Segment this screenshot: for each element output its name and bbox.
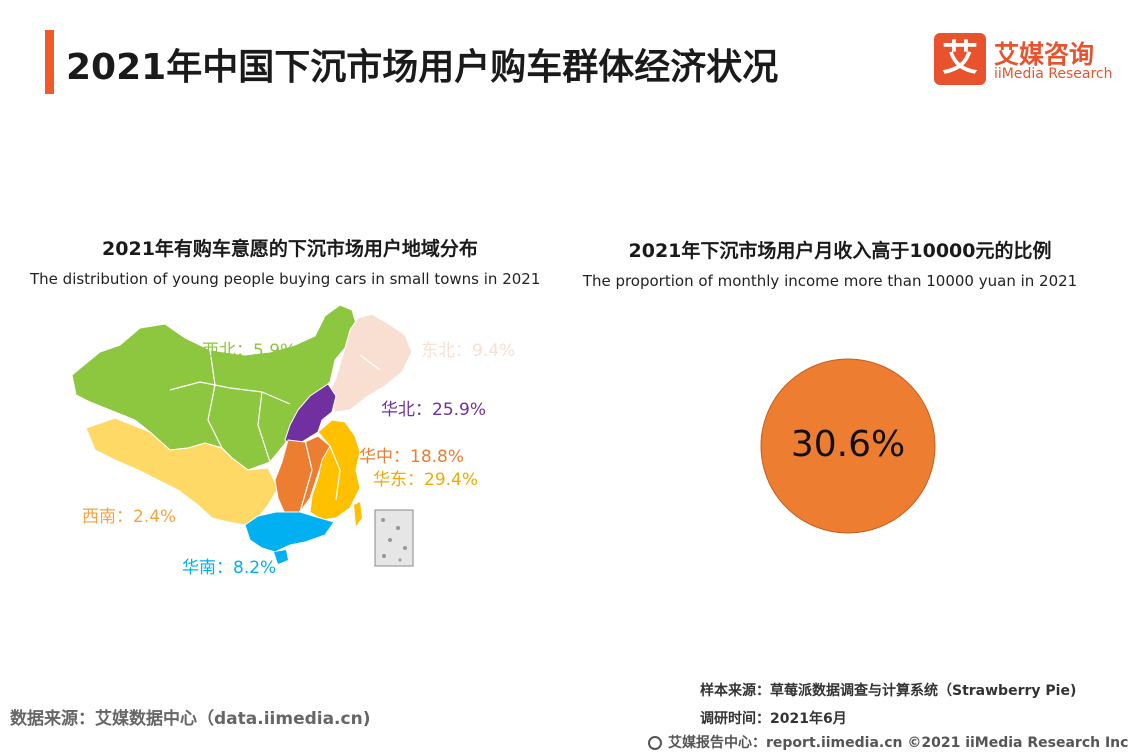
logo-box: [934, 33, 986, 85]
logo-glyph: 艾: [941, 38, 978, 79]
map-region-southwest: [85, 417, 279, 526]
map-region-east-taiwan: [354, 502, 362, 526]
map-region-east: [309, 419, 361, 521]
data-source: 数据来源：艾媒数据中心（data.iimedia.cn): [10, 709, 371, 729]
province-borders: [169, 349, 381, 513]
map-chart-subtitle: The distribution of young people buying …: [30, 270, 541, 288]
globe-icon: [648, 736, 662, 750]
label-northwest: 西北：5.9%: [202, 341, 296, 361]
map-region-south-hainan: [274, 550, 288, 564]
logo-name-en: iiMedia Research: [994, 66, 1113, 82]
map-region-central: [274, 435, 331, 515]
label-east: 华东：29.4%: [373, 470, 478, 490]
map-chart-title: 2021年有购车意愿的下沉市场用户地域分布: [102, 238, 478, 260]
pie-value-label: 30.6%: [790, 424, 906, 465]
logo-name-cn: 艾媒咨询: [994, 40, 1095, 69]
title-accent-bar: [45, 30, 54, 94]
south-china-sea-inset: [374, 509, 414, 567]
iimedia-logo: 艾 艾媒咨询 iiMedia Research: [934, 33, 1124, 89]
label-southwest: 西南：2.4%: [82, 507, 176, 527]
page-title: 2021年中国下沉市场用户购车群体经济状况: [66, 47, 779, 88]
pie-slice: [760, 358, 936, 534]
report-footer: 艾媒报告中心：report.iimedia.cn ©2021 iiMedia R…: [648, 732, 1128, 752]
map-region-south: [244, 511, 335, 553]
label-south: 华南：8.2%: [182, 558, 276, 578]
pie-chart-subtitle: The proportion of monthly income more th…: [582, 272, 1078, 290]
sample-source: 样本来源：草莓派数据调查与计算系统（Strawberry Pie): [700, 683, 1077, 699]
survey-time: 调研时间：2021年6月: [700, 711, 847, 727]
pie-chart-title: 2021年下沉市场用户月收入高于10000元的比例: [628, 240, 1052, 262]
income-pie: [760, 358, 936, 534]
report-footer-text: 艾媒报告中心：report.iimedia.cn ©2021 iiMedia R…: [668, 735, 1129, 751]
map-region-north: [284, 383, 337, 449]
label-northeast: 东北：9.4%: [421, 341, 515, 361]
inset-pattern: [381, 518, 407, 562]
label-central: 华中：18.8%: [359, 447, 464, 467]
label-north: 华北：25.9%: [381, 400, 486, 420]
